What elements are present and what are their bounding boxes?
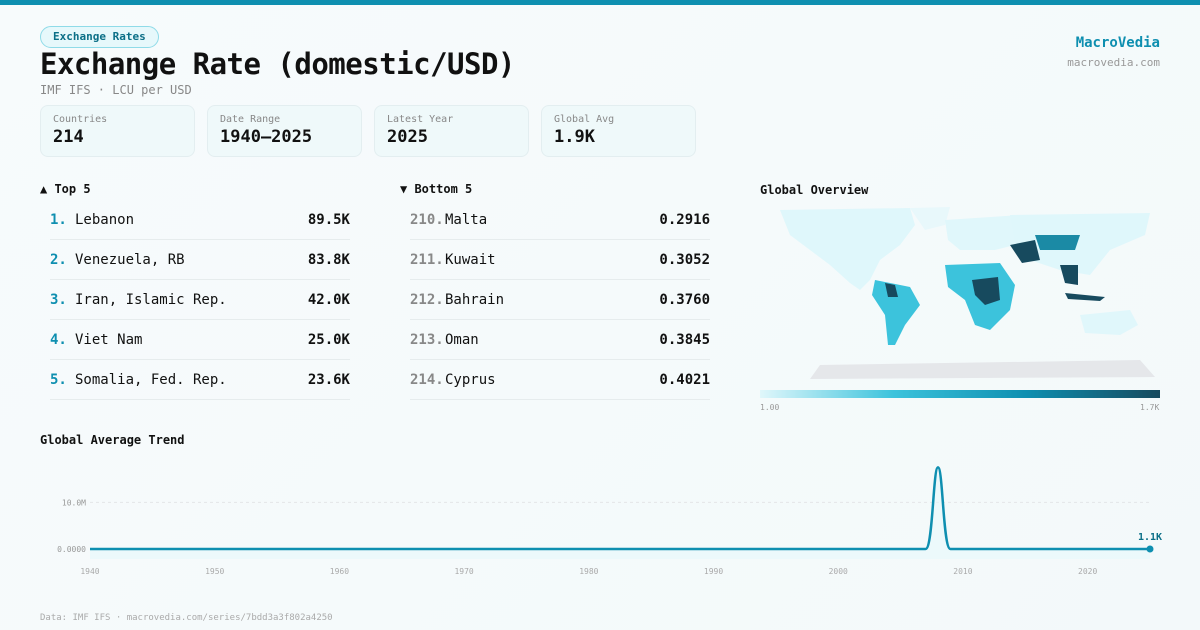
x-tick-label: 1950 <box>205 567 224 576</box>
map-asia[interactable] <box>1010 213 1150 275</box>
x-tick-label: 2010 <box>953 567 972 576</box>
map-brazil[interactable] <box>885 283 898 297</box>
ranking-name: Kuwait <box>445 251 496 268</box>
stat-label: Date Range <box>220 114 281 125</box>
stat-value: 1.9K <box>554 127 595 147</box>
category-badge[interactable]: Exchange Rates <box>40 26 159 48</box>
stat-value: 214 <box>53 127 84 147</box>
ranking-rank: 213. <box>410 331 444 348</box>
ranking-rank: 210. <box>410 211 444 228</box>
stat-label: Global Avg <box>554 114 615 125</box>
x-tick-label: 1970 <box>454 567 473 576</box>
ranking-name: Cyprus <box>445 371 496 388</box>
stat-global-avg: Global Avg 1.9K <box>541 105 696 157</box>
x-tick-label: 1960 <box>330 567 349 576</box>
ranking-rank: 4. <box>50 331 67 348</box>
ranking-name: Bahrain <box>445 291 505 308</box>
ranking-rank: 211. <box>410 251 444 268</box>
ranking-value: 0.4021 <box>659 371 710 388</box>
last-point-marker <box>1146 545 1154 553</box>
stat-countries: Countries 214 <box>40 105 195 157</box>
ranking-value: 0.3760 <box>659 291 710 308</box>
ranking-value: 89.5K <box>307 211 350 228</box>
ranking-row[interactable]: 213. Oman 0.3845 <box>410 320 710 360</box>
top5-heading: ▲ Top 5 <box>40 182 91 196</box>
ranking-value: 0.3845 <box>659 331 710 348</box>
map-europe[interactable] <box>945 215 1020 250</box>
ranking-name: Malta <box>445 211 488 228</box>
map-color-legend <box>760 390 1160 398</box>
ranking-row[interactable]: 3. Iran, Islamic Rep. 42.0K <box>50 280 350 320</box>
ranking-row[interactable]: 1. Lebanon 89.5K <box>50 200 350 240</box>
ranking-name: Iran, Islamic Rep. <box>75 291 227 308</box>
footer-source: Data: IMF IFS · macrovedia.com/series/7b… <box>40 613 333 623</box>
ranking-rank: 3. <box>50 291 67 308</box>
map-iran[interactable] <box>1010 240 1040 263</box>
ranking-row[interactable]: 214. Cyprus 0.4021 <box>410 360 710 400</box>
stat-value: 1940–2025 <box>220 127 313 147</box>
stat-latest-year: Latest Year 2025 <box>374 105 529 157</box>
ranking-value: 25.0K <box>307 331 350 348</box>
y-tick-label: 10.0M <box>62 498 86 507</box>
ranking-rank: 212. <box>410 291 444 308</box>
brand-logo[interactable]: MacroVedia <box>1075 35 1160 51</box>
ranking-value: 0.3052 <box>659 251 710 268</box>
ranking-rank: 5. <box>50 371 67 388</box>
ranking-name: Venezuela, RB <box>75 251 185 268</box>
ranking-name: Oman <box>445 331 479 348</box>
page-subtitle: IMF IFS · LCU per USD <box>40 83 192 97</box>
ranking-row[interactable]: 5. Somalia, Fed. Rep. 23.6K <box>50 360 350 400</box>
map-greenland[interactable] <box>910 207 950 230</box>
map-se-asia[interactable] <box>1060 265 1105 301</box>
ranking-value: 0.2916 <box>659 211 710 228</box>
stat-label: Countries <box>53 114 108 125</box>
ranking-name: Viet Nam <box>75 331 143 348</box>
trend-area <box>90 467 1150 559</box>
last-value-label: 1.1K <box>1138 532 1162 543</box>
ranking-value: 23.6K <box>307 371 350 388</box>
bottom5-heading: ▼ Bottom 5 <box>400 182 473 196</box>
brand-url[interactable]: macrovedia.com <box>1067 56 1160 69</box>
ranking-row[interactable]: 210. Malta 0.2916 <box>410 200 710 240</box>
ranking-rank: 1. <box>50 211 67 228</box>
legend-min: 1.00 <box>760 403 780 412</box>
top-accent-bar <box>0 0 1200 5</box>
ranking-value: 42.0K <box>307 291 350 308</box>
trend-chart[interactable]: 0.0000 10.0M 1940 1950 1960 1970 1980 1990 2000 2… <box>0 455 1200 585</box>
x-tick-label: 1990 <box>704 567 723 576</box>
legend-max: 1.7K <box>1140 403 1160 412</box>
stat-date-range: Date Range 1940–2025 <box>207 105 362 157</box>
x-tick-label: 1980 <box>579 567 598 576</box>
x-tick-label: 2020 <box>1078 567 1097 576</box>
y-tick-label: 0.0000 <box>57 545 86 554</box>
ranking-rank: 214. <box>410 371 444 388</box>
ranking-row[interactable]: 211. Kuwait 0.3052 <box>410 240 710 280</box>
map-south-america[interactable] <box>872 280 920 345</box>
ranking-name: Lebanon <box>75 211 135 228</box>
map-australia[interactable] <box>1080 310 1138 335</box>
trend-heading: Global Average Trend <box>40 433 185 447</box>
page-title: Exchange Rate (domestic/USD) <box>40 47 515 81</box>
ranking-row[interactable]: 4. Viet Nam 25.0K <box>50 320 350 360</box>
ranking-rank: 2. <box>50 251 67 268</box>
ranking-value: 83.8K <box>307 251 350 268</box>
x-tick-label: 1940 <box>80 567 99 576</box>
trend-line <box>90 466 1150 551</box>
ranking-row[interactable]: 2. Venezuela, RB 83.8K <box>50 240 350 280</box>
map-antarctica[interactable] <box>810 360 1155 379</box>
stat-label: Latest Year <box>387 114 454 125</box>
map-central-asia[interactable] <box>1035 235 1080 250</box>
world-map[interactable] <box>760 205 1160 380</box>
map-heading: Global Overview <box>760 183 869 197</box>
ranking-row[interactable]: 212. Bahrain 0.3760 <box>410 280 710 320</box>
map-central-africa[interactable] <box>972 277 1000 305</box>
x-tick-label: 2000 <box>829 567 848 576</box>
stat-value: 2025 <box>387 127 428 147</box>
map-north-america[interactable] <box>780 208 915 290</box>
ranking-name: Somalia, Fed. Rep. <box>75 371 227 388</box>
